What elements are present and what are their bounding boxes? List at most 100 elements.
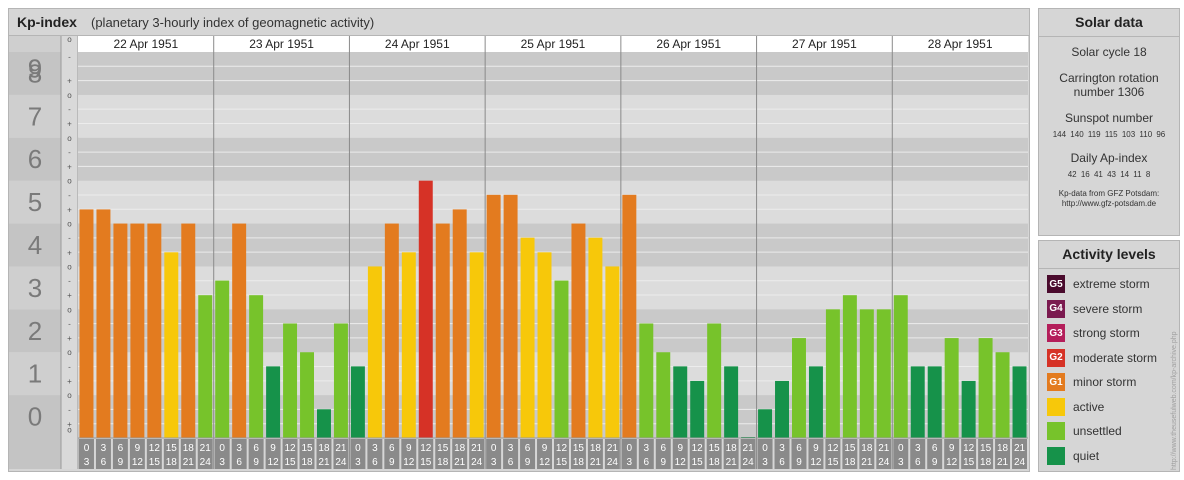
minor-tick-label: + [67,420,72,429]
interval-start-label: 0 [627,443,633,454]
interval-end-label: 15 [556,457,568,468]
interval-box [486,439,502,469]
kp-bar [435,223,450,438]
interval-box [944,439,960,469]
kp-bar [910,366,925,438]
legend-swatch: G2 [1047,348,1065,367]
interval-box [537,439,552,469]
interval-end-label: 3 [762,457,768,468]
plot-band [78,137,1028,181]
minor-tick-label: o [67,220,72,229]
interval-end-label: 6 [101,457,107,468]
minor-tick-label: - [68,234,71,243]
interval-start-label: 0 [491,443,497,454]
tick-column [61,36,78,469]
interval-start-label: 12 [963,443,975,454]
y-band [9,309,61,353]
interval-end-label: 15 [692,457,704,468]
kp-bar [1012,366,1027,438]
interval-start-label: 6 [525,443,531,454]
interval-box [825,439,841,469]
kp-bar [961,380,976,438]
interval-box [180,439,196,469]
minor-tick-label: o [67,391,72,400]
interval-start-label: 12 [284,443,296,454]
interval-start-label: 9 [135,443,141,454]
legend-label: quiet [1073,448,1100,463]
y-band [9,180,61,224]
interval-box [808,439,824,469]
interval-start-label: 18 [318,443,330,454]
interval-end-label: 24 [878,457,890,468]
interval-box [910,439,926,469]
kp-bar [622,194,637,438]
interval-end-label: 21 [861,457,873,468]
kp-bar [198,295,213,438]
legend-label: minor storm [1073,375,1137,389]
chart-title: Kp-index [17,14,77,30]
y-band [9,223,61,267]
chart-title-bar: Kp-index (planetary 3-hourly index of ge… [9,9,1029,36]
interval-end-label: 6 [508,457,514,468]
interval-end-label: 15 [284,457,296,468]
interval-start-label: 0 [84,443,90,454]
interval-box [299,439,315,469]
kp-bar [859,309,874,438]
interval-start-label: 12 [692,443,704,454]
interval-box [876,439,892,469]
kp-bar [792,338,806,438]
interval-end-label: 6 [236,457,242,468]
interval-start-label: 15 [437,443,449,454]
interval-box [689,439,705,469]
kp-bar [130,223,145,438]
interval-box [774,439,790,469]
kp-bar [520,237,535,438]
day-label: 26 Apr 1951 [656,37,721,51]
day-label: 28 Apr 1951 [928,37,993,51]
interval-box [163,439,179,469]
y-tick-label: 6 [28,144,42,174]
kp-bar [249,295,264,438]
interval-end-label: 24 [1014,457,1026,468]
carrington-line1: Carrington rotation [1059,71,1159,85]
kp-bar [893,295,908,438]
interval-start-label: 15 [844,443,856,454]
kp-bar [300,352,314,438]
kp-bar [690,380,705,438]
kp-bar [469,252,484,438]
interval-start-label: 18 [454,443,466,454]
interval-box [333,439,349,469]
minor-tick-label: o [67,91,72,100]
interval-box [791,439,807,469]
interval-box [520,439,536,469]
interval-end-label: 18 [166,457,178,468]
interval-box [452,439,468,469]
minor-tick-label: + [67,205,72,214]
interval-start-label: 9 [813,443,819,454]
kp-bar [656,352,671,438]
interval-end-label: 12 [132,457,144,468]
interval-end-label: 3 [219,457,225,468]
minor-tick-label: + [67,248,72,257]
interval-start-label: 3 [508,443,514,454]
interval-end-label: 12 [403,457,415,468]
interval-end-label: 9 [660,457,666,468]
kp-bar [673,366,688,438]
day-label: 23 Apr 1951 [249,37,314,51]
legend-swatch: G1 [1047,373,1065,391]
interval-end-label: 9 [118,457,124,468]
minor-tick-label: o [67,262,72,271]
interval-start-label: 0 [219,443,225,454]
y-band [9,352,61,396]
interval-start-label: 15 [573,443,585,454]
interval-start-label: 9 [270,443,276,454]
y-tick-label: 7 [28,101,42,131]
interval-start-label: 12 [420,443,432,454]
day-label: 25 Apr 1951 [521,37,586,51]
y-tick-label: 4 [28,230,42,260]
interval-end-label: 18 [844,457,856,468]
interval-box [248,439,264,469]
interval-end-label: 18 [573,457,585,468]
interval-box [638,439,654,469]
y-band [9,36,61,52]
